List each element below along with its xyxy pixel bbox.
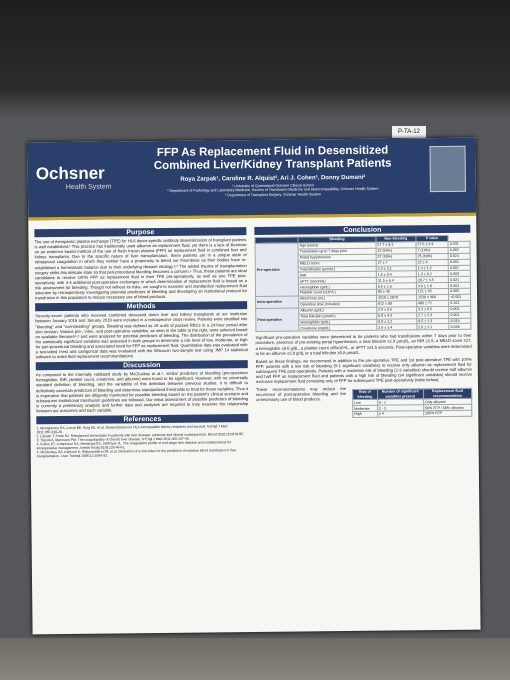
- cell: 0.048: [449, 323, 471, 330]
- poster: Ochsner Health System FFP As Replacement…: [27, 137, 481, 635]
- poster-header: Ochsner Health System FFP As Replacement…: [27, 137, 477, 221]
- section-heading: Conclusion: [254, 224, 471, 236]
- header-cell: Risk of bleeding: [352, 389, 378, 400]
- cell: 2.0 ± 1.1: [416, 323, 450, 331]
- paragraph: Based on these findings, we recommend in…: [255, 356, 472, 385]
- section-heading: Discussion: [35, 360, 248, 371]
- cell: 2.6 ± 1.4: [376, 324, 417, 331]
- table-row: High ≥ 4 100% FFP: [352, 410, 472, 418]
- risk-table: Risk of bleeding Number of significant va…: [352, 388, 472, 418]
- board-label: P-TA-12: [392, 126, 426, 138]
- logo-sub: Health System: [65, 183, 112, 191]
- cell: ≥ 4: [377, 410, 424, 418]
- group-label: Pre-operative: [255, 243, 299, 297]
- poster-title: FFP As Replacement Fluid in Desensitized…: [153, 144, 392, 173]
- paragraph: As compared to the internally validated …: [35, 370, 249, 414]
- cell: Creatinine (mg/dL): [298, 324, 377, 332]
- photo: [429, 145, 466, 193]
- cell: High: [352, 411, 378, 418]
- cell: 100% FFP: [423, 410, 472, 417]
- left-column: Purpose The use of therapeutic plasma ex…: [34, 224, 249, 458]
- closing: These recommendations may reduce the inc…: [256, 386, 347, 403]
- logo: Ochsner: [35, 163, 105, 184]
- paragraph: Significant pre-operative variables were…: [255, 333, 472, 356]
- group-label: Post-operative: [255, 307, 300, 332]
- section-heading: Purpose: [34, 227, 247, 238]
- section-heading: Methods: [35, 301, 248, 312]
- header-cell: Number of significant variables present: [377, 388, 424, 400]
- reference-list: 1. Montgomery RA, Lonze BE, King KE, et …: [36, 424, 248, 458]
- right-column: Conclusion Bleeding Non-bleeding P value Pr…: [254, 222, 472, 419]
- group-label: Intra-operative: [255, 296, 299, 309]
- affiliations: ¹ University of Queensland-Ochsner Clini…: [138, 182, 408, 198]
- section-heading: References: [36, 414, 249, 425]
- paragraph: Seventy-seven patients who received comb…: [35, 311, 248, 360]
- reference: 5. McCluskey SA, Karkouti K, Wijeysunder…: [36, 448, 237, 459]
- header-cell: Replacement fluid recommendation: [423, 388, 472, 400]
- conclusion-text: Significant pre-operative variables were…: [255, 333, 471, 384]
- paragraph: The use of therapeutic plasma exchange (…: [34, 237, 248, 301]
- results-table: Bleeding Non-bleeding P value Pre-operative…: [254, 235, 471, 333]
